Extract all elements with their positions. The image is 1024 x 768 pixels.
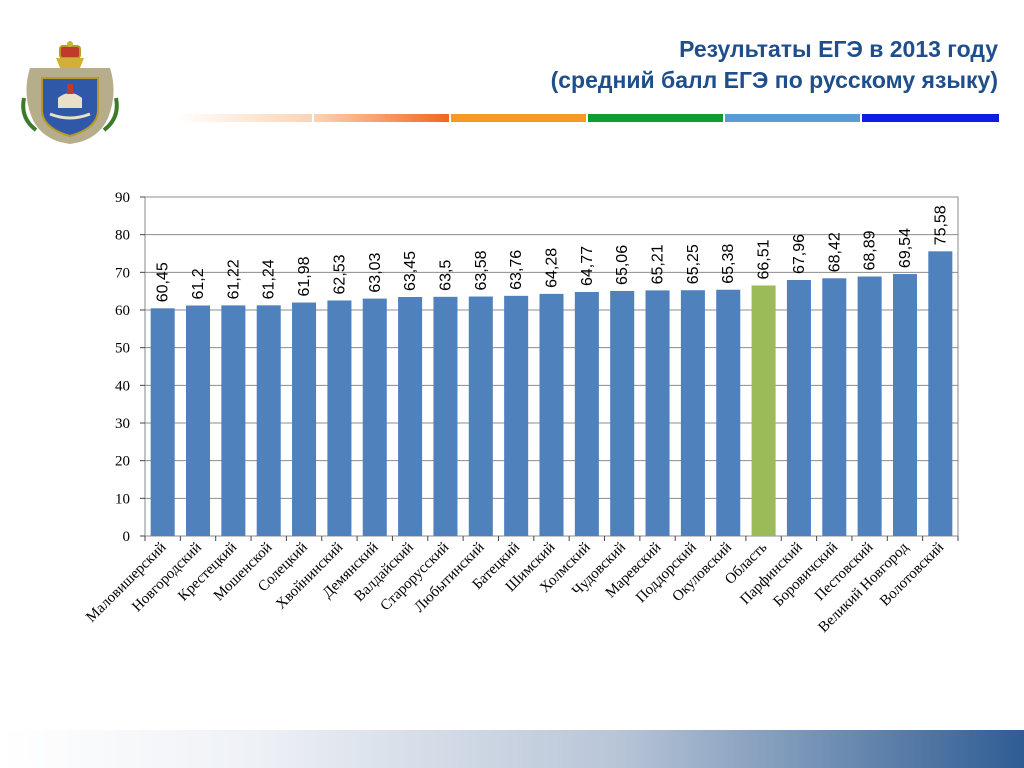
slide-title: Результаты ЕГЭ в 2013 году (средний балл… [551, 34, 998, 96]
bar [256, 305, 281, 536]
value-label: 61,2 [190, 268, 207, 299]
bar [574, 292, 599, 536]
value-label: 61,98 [296, 256, 313, 296]
bar [645, 290, 670, 536]
value-label: 61,24 [261, 259, 278, 299]
footer-gradient [0, 730, 1024, 768]
value-label: 75,58 [932, 205, 949, 245]
bar [150, 308, 175, 536]
value-label: 64,28 [544, 248, 561, 288]
bar [680, 290, 705, 536]
stripe-segment [588, 114, 723, 122]
bar [539, 293, 564, 536]
bars [150, 251, 953, 536]
bar [822, 278, 847, 536]
value-label: 63,45 [402, 251, 419, 291]
value-label: 64,77 [579, 246, 596, 286]
value-label: 65,25 [685, 244, 702, 284]
bar [716, 289, 741, 536]
value-label: 65,21 [650, 244, 667, 284]
y-tick-label: 70 [115, 265, 130, 281]
y-axis: 0 10 20 30 40 50 60 70 80 90 [115, 190, 145, 545]
stripe-segment [862, 114, 999, 122]
value-label: 68,89 [862, 230, 879, 270]
stripe-segment [314, 114, 449, 122]
y-tick-label: 20 [115, 454, 130, 470]
value-labels: 60,45 61,2 61,22 61,24 61,98 62,53 63,03 63,45 6… [155, 205, 950, 302]
bar [610, 290, 635, 536]
bar [327, 300, 352, 536]
bar [362, 298, 387, 536]
bar [433, 296, 458, 536]
value-label: 65,38 [720, 244, 737, 284]
value-label: 61,22 [225, 259, 242, 299]
y-tick-label: 80 [115, 228, 130, 244]
bar [928, 251, 953, 536]
value-label: 66,51 [756, 239, 773, 279]
value-label: 68,42 [826, 232, 843, 272]
y-tick-label: 60 [115, 303, 130, 319]
bar [504, 295, 529, 536]
bar [398, 297, 423, 536]
bar [786, 280, 811, 536]
bar [186, 305, 211, 536]
stripe-segment [451, 114, 586, 122]
value-label: 67,96 [791, 234, 808, 274]
y-tick-label: 0 [123, 529, 131, 545]
y-tick-label: 90 [115, 190, 130, 206]
value-label: 63,5 [437, 260, 454, 291]
bar [751, 285, 776, 536]
y-tick-label: 40 [115, 378, 130, 394]
y-tick-label: 30 [115, 416, 130, 432]
title-line-1: Результаты ЕГЭ в 2013 году [679, 36, 998, 62]
y-tick-label: 10 [115, 491, 130, 507]
x-axis: МаловишерскийНовгородскийКрестецкийМошен… [83, 536, 959, 636]
stripe-segment [725, 114, 860, 122]
stripe-segment [175, 114, 312, 122]
bar [468, 296, 493, 536]
value-label: 63,03 [367, 252, 384, 292]
value-label: 65,06 [614, 245, 631, 285]
bar [857, 276, 882, 536]
value-label: 63,76 [508, 250, 525, 290]
value-label: 60,45 [155, 262, 172, 302]
value-label: 63,58 [473, 250, 490, 290]
title-line-2: (средний балл ЕГЭ по русскому языку) [550, 67, 998, 93]
bar [892, 274, 917, 536]
coat-of-arms-icon [21, 41, 119, 144]
bar [221, 305, 246, 536]
value-label: 69,54 [897, 228, 914, 268]
value-label: 62,53 [331, 254, 348, 294]
y-tick-label: 50 [115, 341, 130, 357]
bar [292, 302, 317, 536]
